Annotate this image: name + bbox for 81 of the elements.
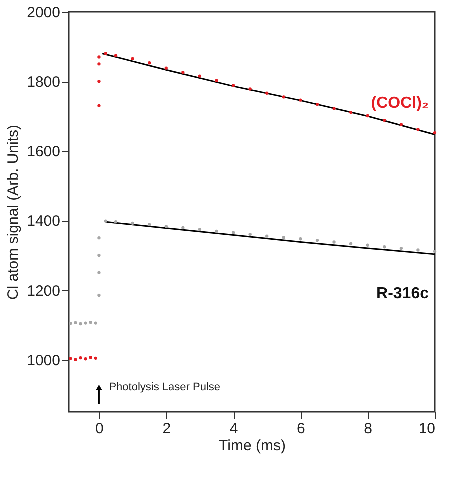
point: [148, 62, 152, 65]
point: [433, 250, 437, 254]
point: [383, 246, 386, 249]
point: [69, 322, 72, 326]
point: [69, 357, 72, 360]
line-series: [105, 221, 436, 256]
point: [89, 321, 92, 324]
y-tick-label: 1200: [27, 282, 60, 300]
x-tick-label: 8: [364, 420, 373, 438]
point: [349, 110, 353, 114]
x-tick-label: 0: [96, 420, 104, 438]
point: [148, 223, 152, 226]
point: [366, 114, 370, 118]
point: [131, 222, 134, 226]
point: [266, 234, 269, 238]
point: [366, 244, 370, 247]
point: [164, 66, 168, 70]
y-tick-label: 1800: [27, 74, 60, 92]
point: [400, 246, 404, 250]
point: [98, 80, 101, 84]
point: [198, 228, 202, 232]
point: [182, 70, 185, 74]
point: [89, 356, 92, 360]
point: [349, 242, 353, 246]
point: [74, 321, 78, 325]
point: [383, 118, 386, 122]
point: [232, 231, 236, 234]
point: [84, 358, 88, 361]
y-tick-label: 2000: [27, 4, 60, 22]
x-axis-title: Time (ms): [219, 438, 286, 454]
point: [79, 356, 82, 360]
point: [182, 226, 185, 230]
point: [98, 236, 101, 240]
point: [416, 248, 420, 252]
x-tick-label: 6: [297, 420, 306, 438]
x-tick-label: 10: [418, 420, 436, 438]
x-tick-label: 2: [162, 420, 172, 438]
point: [131, 57, 134, 61]
point: [416, 128, 420, 132]
point: [266, 92, 269, 95]
point: [98, 254, 101, 258]
point: [215, 230, 218, 234]
point: [98, 56, 101, 59]
point: [98, 294, 101, 298]
point: [98, 104, 101, 108]
point: [332, 240, 336, 244]
point: [164, 225, 168, 228]
point: [282, 96, 286, 99]
text: R-316c: [376, 286, 430, 303]
point: [433, 131, 437, 135]
point: [94, 356, 98, 360]
point: [316, 102, 320, 106]
point: [98, 271, 101, 274]
y-axis-title: Cl atom signal (Arb. Units): [5, 124, 22, 300]
point: [299, 238, 302, 241]
point: [98, 62, 101, 66]
point: [316, 238, 320, 242]
point: [198, 74, 202, 78]
point: [114, 54, 118, 58]
point: [79, 322, 82, 326]
point: [104, 52, 108, 56]
point: [94, 322, 98, 325]
series-label: (COCl)₂: [371, 95, 429, 112]
point: [248, 233, 252, 236]
point: [282, 236, 286, 240]
point: [248, 88, 252, 91]
x-tick-label: 4: [230, 420, 238, 438]
y-tick-label: 1400: [27, 213, 60, 230]
point: [114, 220, 118, 224]
point: [400, 123, 404, 126]
point: [232, 84, 236, 88]
y-tick-label: 1600: [27, 144, 60, 161]
point: [332, 107, 336, 110]
point: [84, 322, 88, 325]
point: [74, 358, 78, 362]
point: [104, 220, 108, 223]
line-series: [102, 52, 436, 136]
point: [215, 79, 218, 82]
annotation: Photolysis Laser Pulse: [109, 382, 220, 394]
point: [299, 98, 302, 102]
y-tick-label: 1000: [27, 352, 60, 370]
